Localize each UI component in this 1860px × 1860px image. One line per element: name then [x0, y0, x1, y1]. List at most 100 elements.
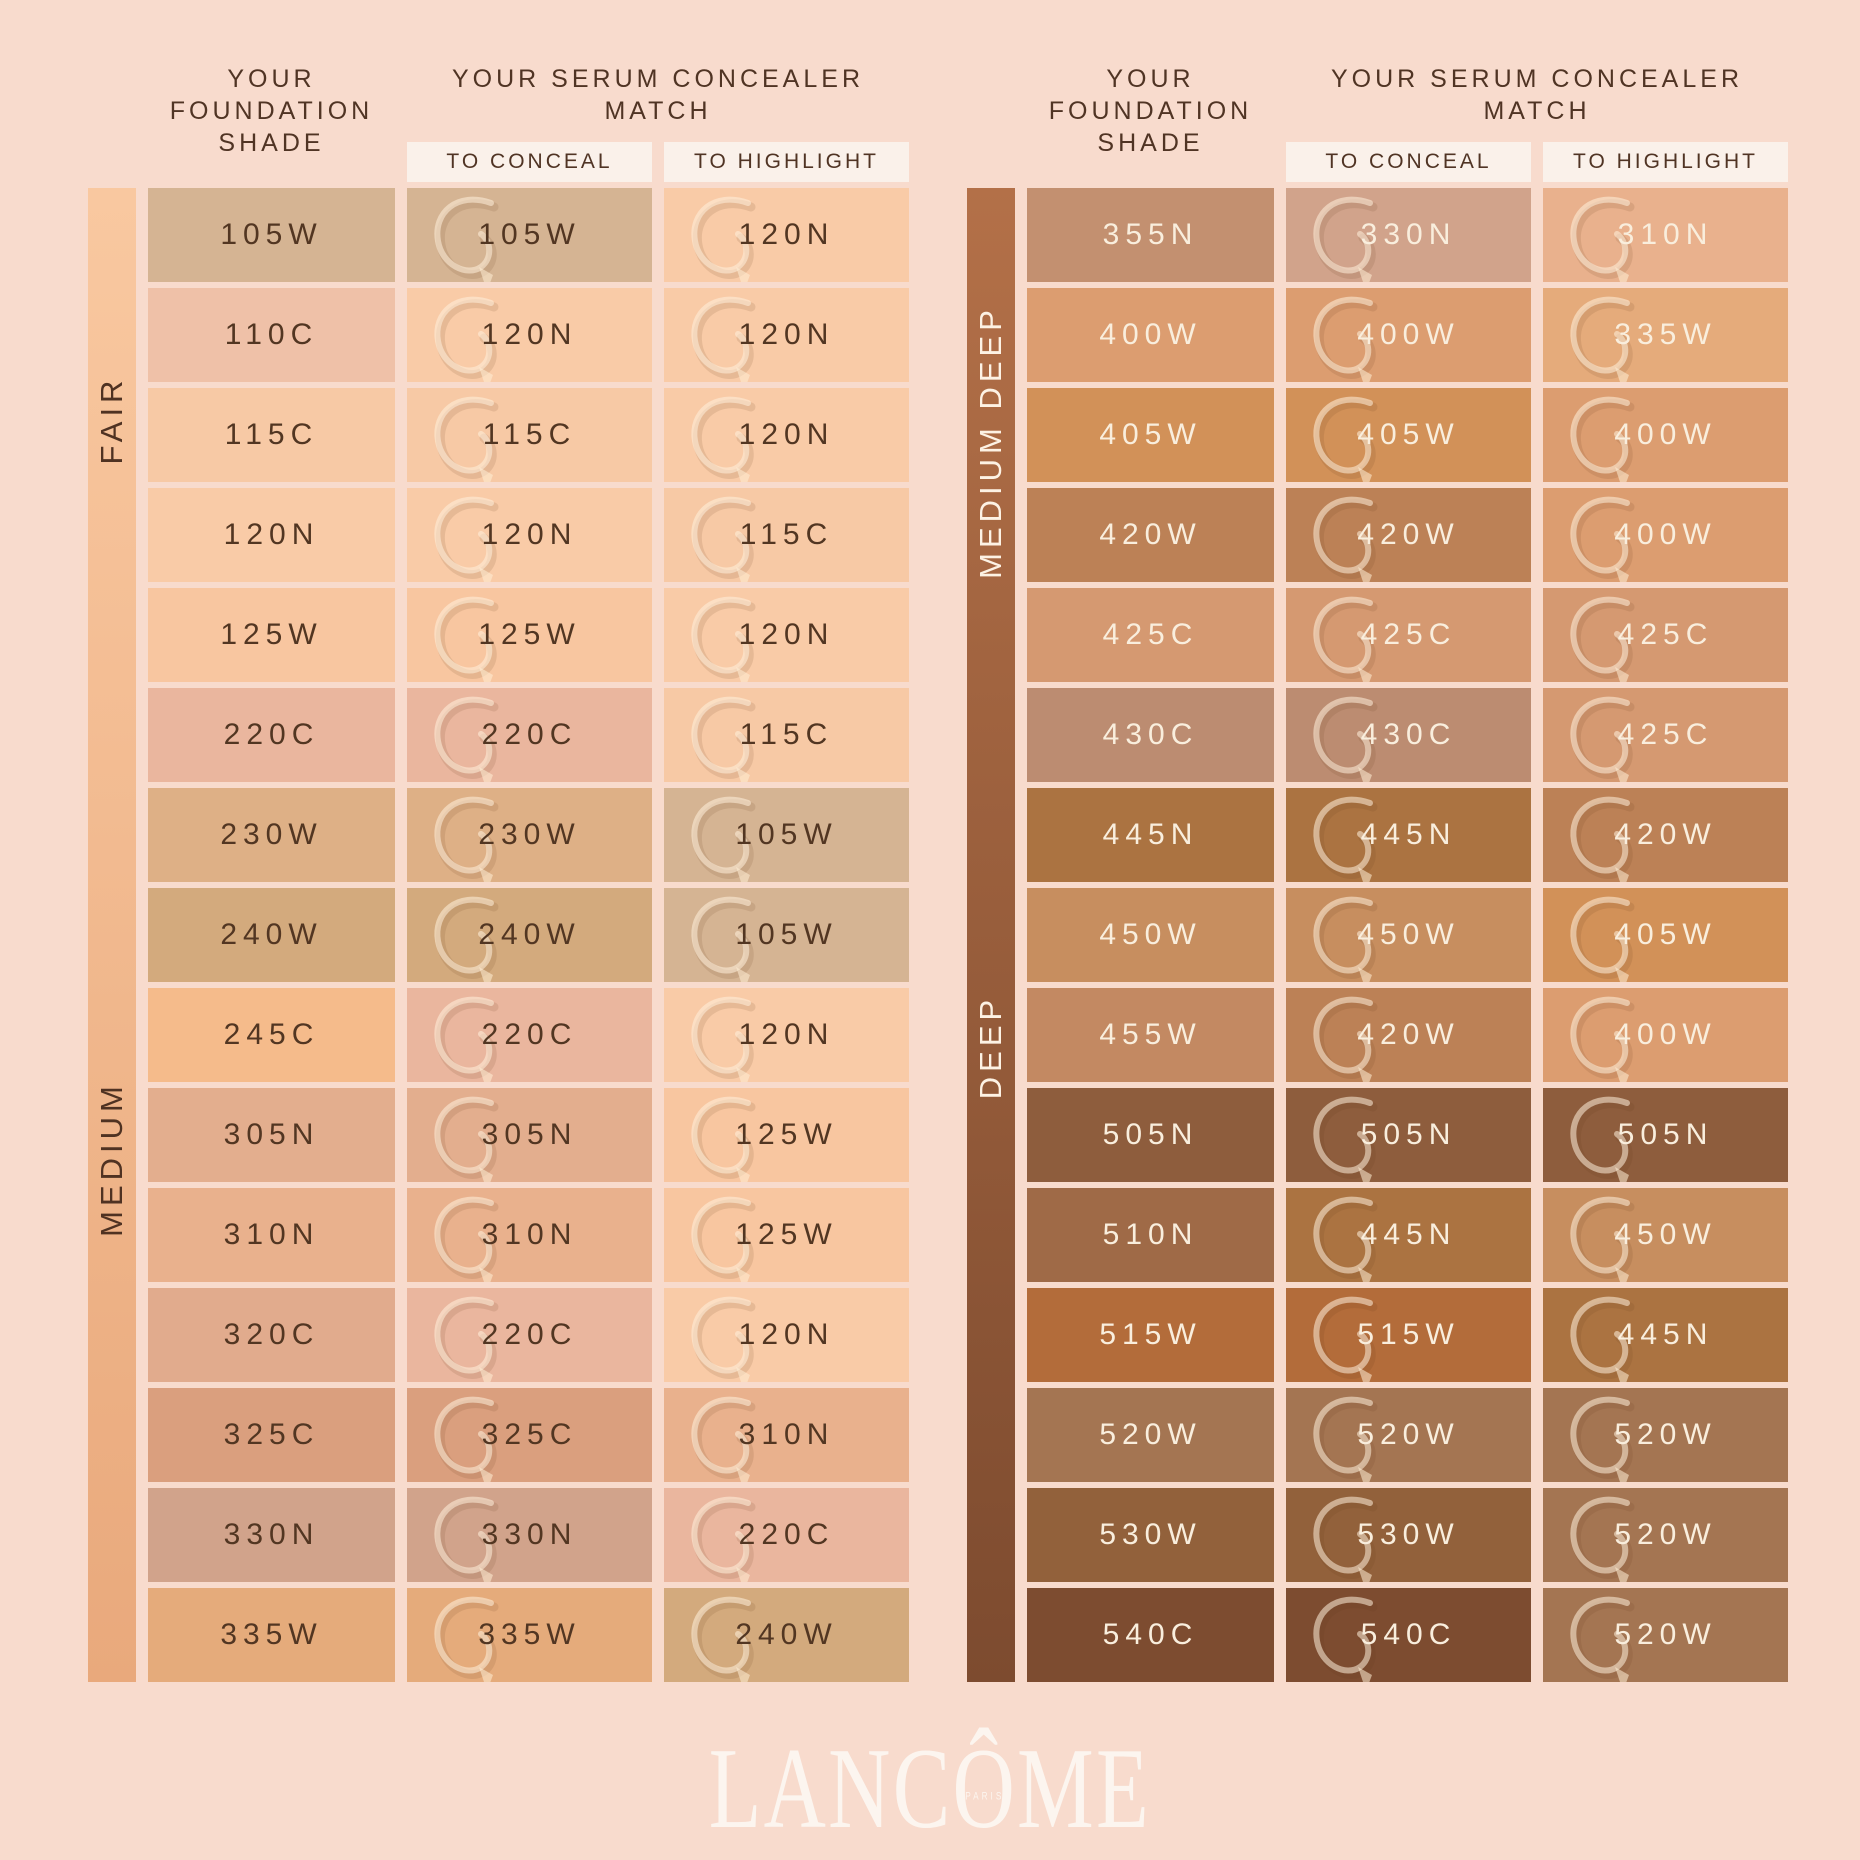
concealer-match-header: YOUR SERUM CONCEALER MATCH	[452, 64, 864, 125]
shade-label: 400W	[1357, 318, 1460, 351]
shade-label: 105W	[735, 818, 838, 851]
conceal-match-swatch: 120N	[407, 288, 652, 382]
shade-label: 335W	[220, 1618, 323, 1651]
conceal-match-swatch: 430C	[1286, 688, 1531, 782]
shade-label: 240W	[220, 918, 323, 951]
shade-label: 515W	[1357, 1318, 1460, 1351]
paris-sublabel: PARIS	[965, 1790, 1005, 1803]
shade-label: 405W	[1099, 418, 1202, 451]
shade-tables: YOUR FOUNDATION SHADE YOUR SERUM CONCEAL…	[88, 40, 1788, 1682]
highlight-match-swatch: 450W	[1543, 1188, 1788, 1282]
shade-label: 450W	[1099, 918, 1202, 951]
shade-label: 240W	[478, 918, 581, 951]
conceal-match-swatch: 420W	[1286, 988, 1531, 1082]
highlight-match-swatch: 125W	[664, 1088, 909, 1182]
highlight-match-swatch: 520W	[1543, 1488, 1788, 1582]
shade-label: 520W	[1614, 1618, 1717, 1651]
foundation-shade-swatch: 240W	[148, 888, 395, 982]
depth-scale-medium-deep-deep: MEDIUM DEEP DEEP	[967, 188, 1015, 1682]
conceal-match-swatch: 405W	[1286, 388, 1531, 482]
shade-label: 305N	[223, 1118, 320, 1151]
shade-label: 430C	[1102, 718, 1199, 751]
conceal-match-swatch: 220C	[407, 1288, 652, 1382]
foundation-shade-swatch: 115C	[148, 388, 395, 482]
lancome-wordmark: LANCÔ PARIS ME	[708, 1725, 1152, 1852]
shade-label: 115C	[739, 518, 834, 551]
conceal-match-swatch: 105W	[407, 188, 652, 282]
conceal-match-swatch: 425C	[1286, 588, 1531, 682]
highlight-match-swatch: 120N	[664, 188, 909, 282]
foundation-shade-swatch: 430C	[1027, 688, 1274, 782]
to-highlight-header: TO HIGHLIGHT	[664, 142, 909, 182]
shade-label: 420W	[1614, 818, 1717, 851]
shade-label: 105W	[220, 218, 323, 251]
highlight-match-swatch: 105W	[664, 888, 909, 982]
highlight-match-swatch: 115C	[664, 488, 909, 582]
to-conceal-header: TO CONCEAL	[407, 142, 652, 182]
shade-label: 125W	[220, 618, 323, 651]
shade-label: 330N	[223, 1518, 320, 1551]
shade-label: 450W	[1614, 1218, 1717, 1251]
shade-label: 400W	[1614, 518, 1717, 551]
shade-label: 240W	[735, 1618, 838, 1651]
shade-label: 540C	[1360, 1618, 1457, 1651]
foundation-shade-header: YOUR FOUNDATION SHADE	[1048, 64, 1253, 157]
shade-label: 220C	[738, 1518, 835, 1551]
foundation-shade-swatch: 420W	[1027, 488, 1274, 582]
shade-label: 520W	[1099, 1418, 1202, 1451]
conceal-match-swatch: 230W	[407, 788, 652, 882]
table-fair-medium: YOUR FOUNDATION SHADE YOUR SERUM CONCEAL…	[88, 40, 909, 1682]
foundation-shade-swatch: 400W	[1027, 288, 1274, 382]
conceal-match-swatch: 450W	[1286, 888, 1531, 982]
highlight-match-swatch: 520W	[1543, 1388, 1788, 1482]
lancome-logo: LANCÔ PARIS ME	[0, 1731, 1860, 1846]
highlight-match-swatch: 310N	[1543, 188, 1788, 282]
shade-label: 540C	[1102, 1618, 1199, 1651]
highlight-match-swatch: 425C	[1543, 588, 1788, 682]
conceal-match-swatch: 400W	[1286, 288, 1531, 382]
conceal-match-swatch: 520W	[1286, 1388, 1531, 1482]
depth-group-label: MEDIUM	[94, 1081, 129, 1237]
to-conceal-header: TO CONCEAL	[1286, 142, 1531, 182]
shade-label: 245C	[223, 1018, 320, 1051]
shade-label: 530W	[1099, 1518, 1202, 1551]
shade-label: 120N	[738, 418, 835, 451]
shade-label: 505N	[1360, 1118, 1457, 1151]
highlight-match-swatch: 125W	[664, 1188, 909, 1282]
shade-label: 425C	[1617, 718, 1714, 751]
shade-label: 220C	[223, 718, 320, 751]
conceal-match-swatch: 310N	[407, 1188, 652, 1282]
foundation-shade-swatch: 530W	[1027, 1488, 1274, 1582]
conceal-match-swatch: 220C	[407, 988, 652, 1082]
highlight-match-swatch: 445N	[1543, 1288, 1788, 1382]
shade-label: 505N	[1102, 1118, 1199, 1151]
shade-label: 230W	[220, 818, 323, 851]
shade-label: 445N	[1360, 1218, 1457, 1251]
shade-label: 325C	[481, 1418, 578, 1451]
shade-label: 400W	[1614, 1018, 1717, 1051]
shade-label: 120N	[738, 218, 835, 251]
foundation-shade-swatch: 355N	[1027, 188, 1274, 282]
highlight-match-swatch: 115C	[664, 688, 909, 782]
conceal-match-swatch: 330N	[1286, 188, 1531, 282]
shade-label: 445N	[1617, 1318, 1714, 1351]
shade-label: 405W	[1357, 418, 1460, 451]
shade-label: 325C	[223, 1418, 320, 1451]
highlight-match-swatch: 400W	[1543, 488, 1788, 582]
shade-label: 125W	[735, 1118, 838, 1151]
shade-label: 430C	[1360, 718, 1457, 751]
highlight-match-swatch: 405W	[1543, 888, 1788, 982]
shade-label: 120N	[481, 318, 578, 351]
highlight-match-swatch: 120N	[664, 388, 909, 482]
foundation-shade-header: YOUR FOUNDATION SHADE	[169, 64, 374, 157]
foundation-shade-swatch: 425C	[1027, 588, 1274, 682]
shade-label: 335W	[1614, 318, 1717, 351]
conceal-match-swatch: 220C	[407, 688, 652, 782]
foundation-shade-swatch: 310N	[148, 1188, 395, 1282]
conceal-match-swatch: 325C	[407, 1388, 652, 1482]
foundation-shade-swatch: 515W	[1027, 1288, 1274, 1382]
highlight-match-swatch: 120N	[664, 1288, 909, 1382]
depth-group-label: FAIR	[94, 375, 129, 465]
shade-label: 530W	[1357, 1518, 1460, 1551]
